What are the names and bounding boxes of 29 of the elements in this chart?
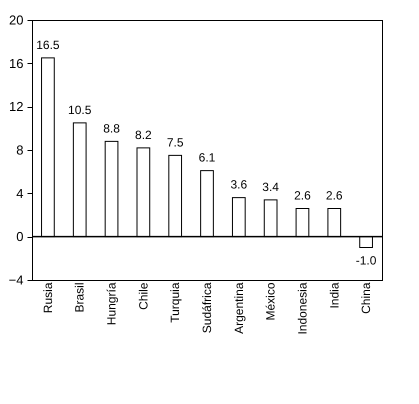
data-label: -1.0 [356, 254, 377, 268]
x-tick-label: Sudáfrica [200, 282, 214, 334]
x-tick-label: Argentina [232, 282, 246, 334]
data-label: 3.4 [262, 180, 280, 194]
data-label: 7.5 [166, 135, 184, 150]
x-tick-label: Hungría [104, 282, 119, 326]
data-label: 2.6 [294, 188, 312, 202]
y-tick-label: 20 [9, 12, 24, 28]
data-label: 6.1 [198, 150, 216, 165]
y-tick-label: −4 [8, 272, 24, 288]
data-label: 16.5 [36, 38, 60, 52]
y-tick-label: 0 [16, 229, 24, 244]
x-tick-label: Indonesia [295, 282, 310, 335]
y-tick-label: 16 [9, 56, 24, 71]
data-label: 10.5 [68, 102, 92, 117]
x-tick-label: Turquia [168, 282, 182, 323]
data-label: 2.6 [326, 188, 343, 202]
data-label: 8.8 [103, 121, 120, 136]
x-tick-label: México [264, 282, 278, 321]
x-tick-label: Brasil [72, 282, 87, 313]
x-tick-label: China [359, 282, 374, 314]
y-tick-label: 4 [16, 186, 24, 201]
x-tick-label: Chile [136, 282, 150, 310]
data-label: 8.2 [135, 128, 152, 142]
y-tick-label: 12 [9, 99, 24, 114]
x-tick-label: India [327, 282, 342, 309]
data-label: 3.6 [230, 178, 248, 192]
y-tick-label: 8 [16, 142, 24, 158]
x-tick-label: Rusia [40, 282, 55, 314]
